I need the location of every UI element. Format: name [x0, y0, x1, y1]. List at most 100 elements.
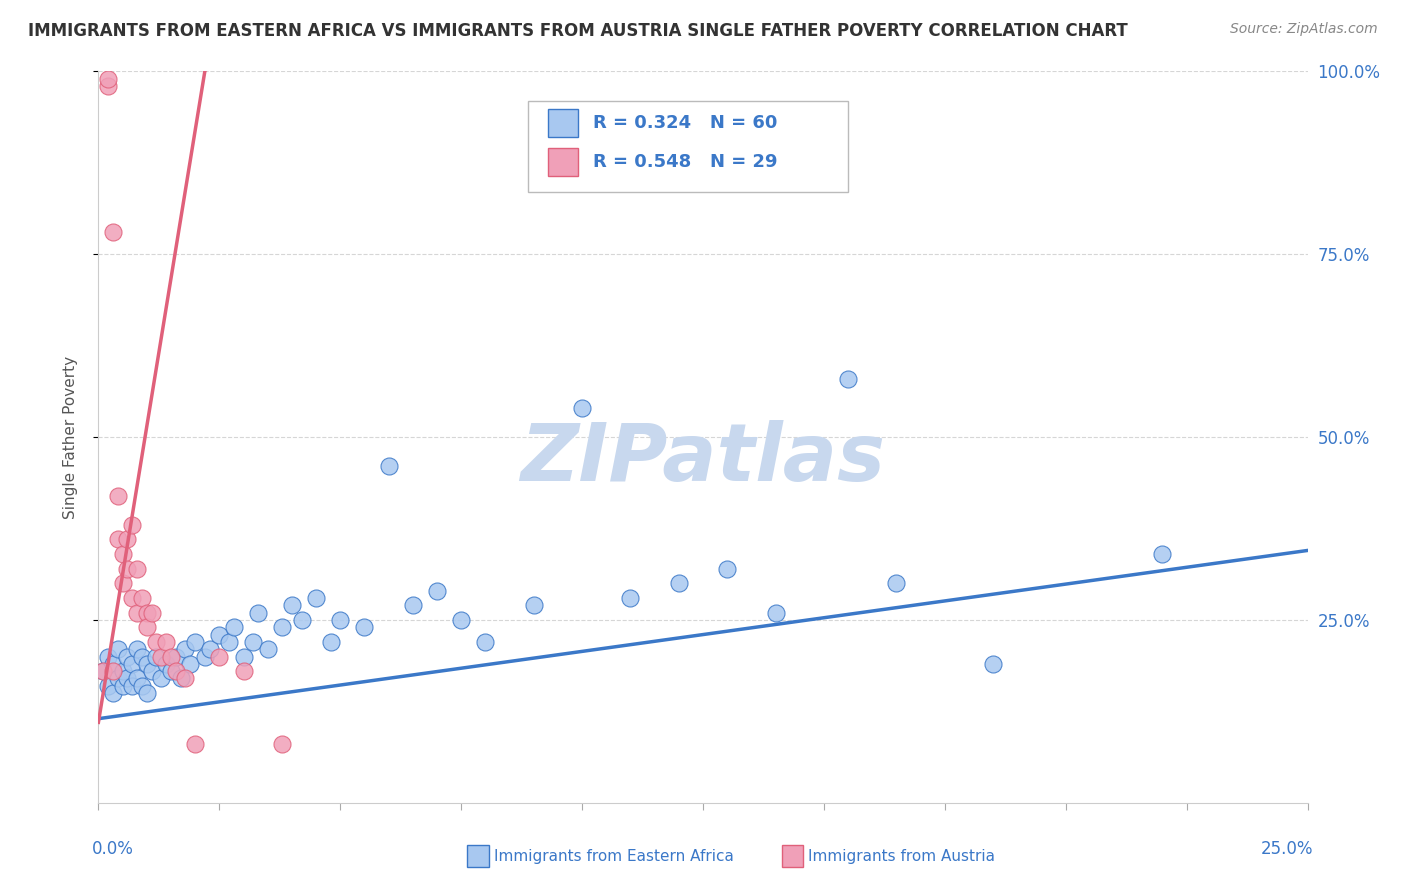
Point	[184, 737, 207, 751]
Point	[117, 649, 139, 664]
Point	[271, 620, 294, 634]
Point	[184, 635, 207, 649]
Point	[232, 649, 254, 664]
Point	[305, 591, 328, 605]
Point	[169, 672, 191, 686]
Point	[141, 664, 163, 678]
Point	[91, 664, 114, 678]
Point	[150, 672, 173, 686]
Point	[97, 78, 120, 93]
Point	[474, 635, 496, 649]
Point	[160, 649, 183, 664]
Point	[571, 401, 593, 415]
Point	[101, 657, 124, 671]
Point	[97, 71, 120, 86]
Point	[121, 517, 143, 532]
Point	[290, 613, 312, 627]
Point	[247, 606, 270, 620]
Text: 0.0%: 0.0%	[93, 840, 134, 858]
Text: R = 0.324   N = 60: R = 0.324 N = 60	[593, 114, 778, 132]
Point	[232, 664, 254, 678]
Point	[218, 635, 240, 649]
Point	[101, 225, 124, 239]
Point	[107, 642, 129, 657]
Point	[101, 664, 124, 678]
Point	[131, 591, 153, 605]
FancyBboxPatch shape	[548, 148, 578, 176]
Point	[111, 547, 134, 561]
Point	[97, 649, 120, 664]
Point	[886, 576, 908, 591]
Point	[208, 627, 231, 641]
Point	[165, 649, 187, 664]
Point	[155, 635, 177, 649]
Text: Source: ZipAtlas.com: Source: ZipAtlas.com	[1230, 22, 1378, 37]
Point	[111, 679, 134, 693]
Point	[127, 606, 149, 620]
Point	[353, 620, 375, 634]
Point	[765, 606, 787, 620]
Point	[160, 664, 183, 678]
Point	[135, 657, 157, 671]
Point	[523, 599, 546, 613]
FancyBboxPatch shape	[527, 101, 848, 192]
Point	[426, 583, 449, 598]
Text: Immigrants from Austria: Immigrants from Austria	[808, 848, 995, 863]
Text: IMMIGRANTS FROM EASTERN AFRICA VS IMMIGRANTS FROM AUSTRIA SINGLE FATHER POVERTY : IMMIGRANTS FROM EASTERN AFRICA VS IMMIGR…	[28, 22, 1128, 40]
Point	[450, 613, 472, 627]
Point	[127, 642, 149, 657]
Text: Immigrants from Eastern Africa: Immigrants from Eastern Africa	[494, 848, 734, 863]
Text: ZIPatlas: ZIPatlas	[520, 420, 886, 498]
Point	[837, 371, 859, 385]
Point	[121, 657, 143, 671]
Point	[222, 620, 245, 634]
Point	[242, 635, 264, 649]
Point	[107, 533, 129, 547]
Point	[145, 649, 167, 664]
Point	[121, 591, 143, 605]
Point	[402, 599, 425, 613]
Point	[271, 737, 294, 751]
Point	[150, 649, 173, 664]
Point	[1152, 547, 1174, 561]
Point	[141, 606, 163, 620]
Point	[97, 679, 120, 693]
Point	[329, 613, 352, 627]
Point	[281, 599, 304, 613]
Point	[91, 664, 114, 678]
Point	[668, 576, 690, 591]
Text: 25.0%: 25.0%	[1261, 840, 1313, 858]
Point	[111, 664, 134, 678]
Point	[111, 576, 134, 591]
Point	[117, 672, 139, 686]
Point	[198, 642, 221, 657]
Point	[319, 635, 342, 649]
Point	[174, 672, 197, 686]
Point	[179, 657, 201, 671]
Point	[135, 606, 157, 620]
FancyBboxPatch shape	[467, 846, 489, 867]
Point	[619, 591, 641, 605]
Point	[135, 620, 157, 634]
FancyBboxPatch shape	[548, 110, 578, 137]
Point	[121, 679, 143, 693]
Point	[174, 642, 197, 657]
Point	[377, 459, 399, 474]
Point	[127, 562, 149, 576]
Point	[165, 664, 187, 678]
Point	[117, 533, 139, 547]
Point	[155, 657, 177, 671]
Point	[256, 642, 278, 657]
Point	[117, 562, 139, 576]
Point	[131, 649, 153, 664]
Point	[145, 635, 167, 649]
Point	[135, 686, 157, 700]
Point	[716, 562, 738, 576]
Point	[208, 649, 231, 664]
Y-axis label: Single Father Poverty: Single Father Poverty	[63, 356, 77, 518]
Point	[127, 672, 149, 686]
Point	[101, 686, 124, 700]
Point	[107, 672, 129, 686]
Point	[194, 649, 217, 664]
Point	[981, 657, 1004, 671]
